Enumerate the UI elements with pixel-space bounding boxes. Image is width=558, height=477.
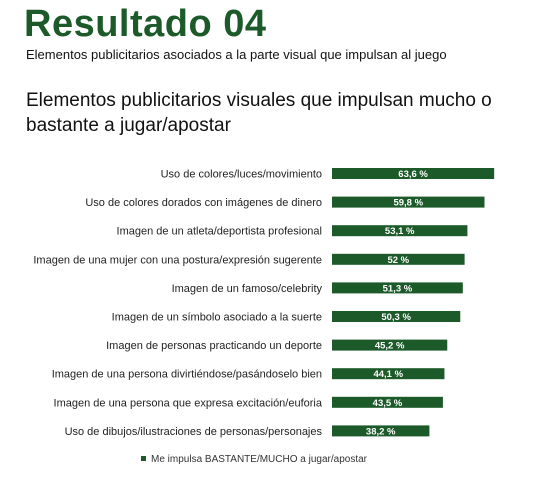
category-label: Uso de dibujos/ilustraciones de personas… [65, 426, 323, 438]
bar-value-label: 51,3 % [383, 283, 413, 294]
bar [332, 311, 461, 322]
bar-value-label: 52 % [387, 255, 409, 266]
bar-value-label: 44,1 % [373, 369, 403, 380]
bar [332, 396, 443, 408]
bar [332, 339, 448, 351]
bar-value-label: 63,6 % [398, 169, 428, 180]
category-label: Imagen de una persona que expresa excita… [54, 397, 323, 409]
category-label: Imagen de una mujer con una postura/expr… [33, 254, 322, 266]
bar-value-label: 38,2 % [366, 426, 396, 437]
category-label: Uso de colores/luces/movimiento [161, 169, 322, 181]
category-label: Imagen de una persona divirtiéndose/pasá… [52, 369, 322, 381]
bar-value-label: 53,1 % [385, 226, 415, 237]
bar-value-label: 45,2 % [375, 341, 405, 352]
legend-swatch [141, 456, 146, 461]
category-label: Uso de colores dorados con imágenes de d… [85, 197, 322, 209]
category-label: Imagen de personas practicando un deport… [106, 340, 322, 352]
category-label: Imagen de un atleta/deportista profesion… [117, 226, 322, 238]
category-label: Imagen de un símbolo asociado a la suert… [112, 312, 322, 324]
chart-legend: Me impulsa BASTANTE/MUCHO a jugar/aposta… [141, 454, 368, 465]
legend-label: Me impulsa BASTANTE/MUCHO a jugar/aposta… [151, 454, 368, 465]
chart-title: Elementos publicitarios visuales que imp… [26, 90, 492, 136]
bar [332, 282, 463, 294]
bar-value-label: 50,3 % [381, 312, 411, 323]
bar [332, 225, 468, 237]
bar-value-label: 43,5 % [373, 398, 403, 409]
bar [332, 368, 445, 380]
category-label: Imagen de un famoso/celebrity [172, 283, 323, 295]
bar [332, 425, 430, 437]
bar-value-label: 59,8 % [393, 198, 423, 209]
bar [332, 196, 485, 208]
bar [332, 168, 495, 179]
page-subtitle: Elementos publicitarios asociados a la p… [26, 47, 447, 62]
page-title: Resultado 04 [24, 3, 267, 45]
bars-layer: Uso de colores/luces/movimiento 63,6 % Uso… [33, 168, 495, 438]
bar [332, 253, 465, 265]
